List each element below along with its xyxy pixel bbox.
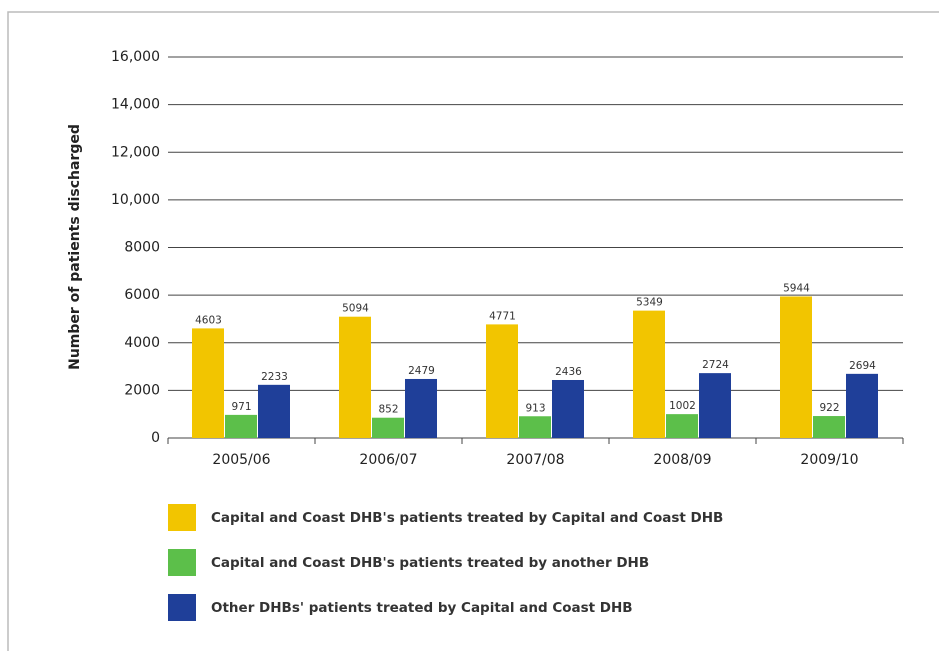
data-label: 2479 [408, 365, 435, 377]
data-label: 2724 [702, 359, 729, 371]
x-tick-label: 2006/07 [359, 452, 417, 468]
legend-swatch [168, 549, 196, 576]
bar [339, 316, 371, 438]
data-label: 971 [231, 401, 251, 413]
bar [486, 324, 518, 438]
bar [372, 417, 404, 438]
data-label: 2436 [555, 366, 582, 378]
y-tick-label: 10,000 [111, 192, 160, 208]
y-tick-label: 12,000 [111, 144, 160, 160]
legend-label: Other DHBs' patients treated by Capital … [211, 600, 633, 616]
y-tick-label: 0 [151, 430, 160, 446]
bar [192, 328, 224, 438]
frame [7, 11, 939, 651]
data-label: 5349 [636, 297, 663, 309]
x-tick-label: 2008/09 [653, 452, 711, 468]
bar [633, 310, 665, 438]
y-tick-label: 14,000 [111, 97, 160, 113]
legend-swatch [168, 504, 196, 531]
bar [225, 414, 257, 438]
legend-swatch [168, 594, 196, 621]
bar [813, 416, 845, 438]
x-tick-label: 2007/08 [506, 452, 564, 468]
legend-label: Capital and Coast DHB's patients treated… [211, 555, 649, 571]
y-tick-label: 4000 [124, 335, 160, 351]
bar [405, 378, 437, 438]
bar [258, 384, 290, 438]
bar [699, 373, 731, 438]
bar [552, 379, 584, 438]
legend-label: Capital and Coast DHB's patients treated… [211, 510, 723, 526]
data-label: 5944 [783, 282, 810, 294]
data-label: 913 [525, 402, 545, 414]
x-tick-label: 2009/10 [800, 452, 858, 468]
data-label: 852 [378, 404, 398, 416]
y-tick-label: 8000 [124, 240, 160, 256]
data-label: 2233 [261, 371, 288, 383]
bar [519, 416, 551, 438]
y-tick-label: 16,000 [111, 49, 160, 65]
data-label: 2694 [849, 360, 876, 372]
data-label: 922 [819, 402, 839, 414]
bar [846, 373, 878, 438]
y-tick-label: 6000 [124, 287, 160, 303]
x-tick-label: 2005/06 [212, 452, 270, 468]
y-tick-label: 2000 [124, 382, 160, 398]
bar [780, 296, 812, 438]
y-axis-label: Number of patients discharged [67, 124, 83, 370]
data-label: 4603 [195, 314, 222, 326]
bar [666, 414, 698, 438]
data-label: 1002 [669, 400, 696, 412]
data-label: 4771 [489, 310, 516, 322]
data-label: 5094 [342, 303, 369, 315]
